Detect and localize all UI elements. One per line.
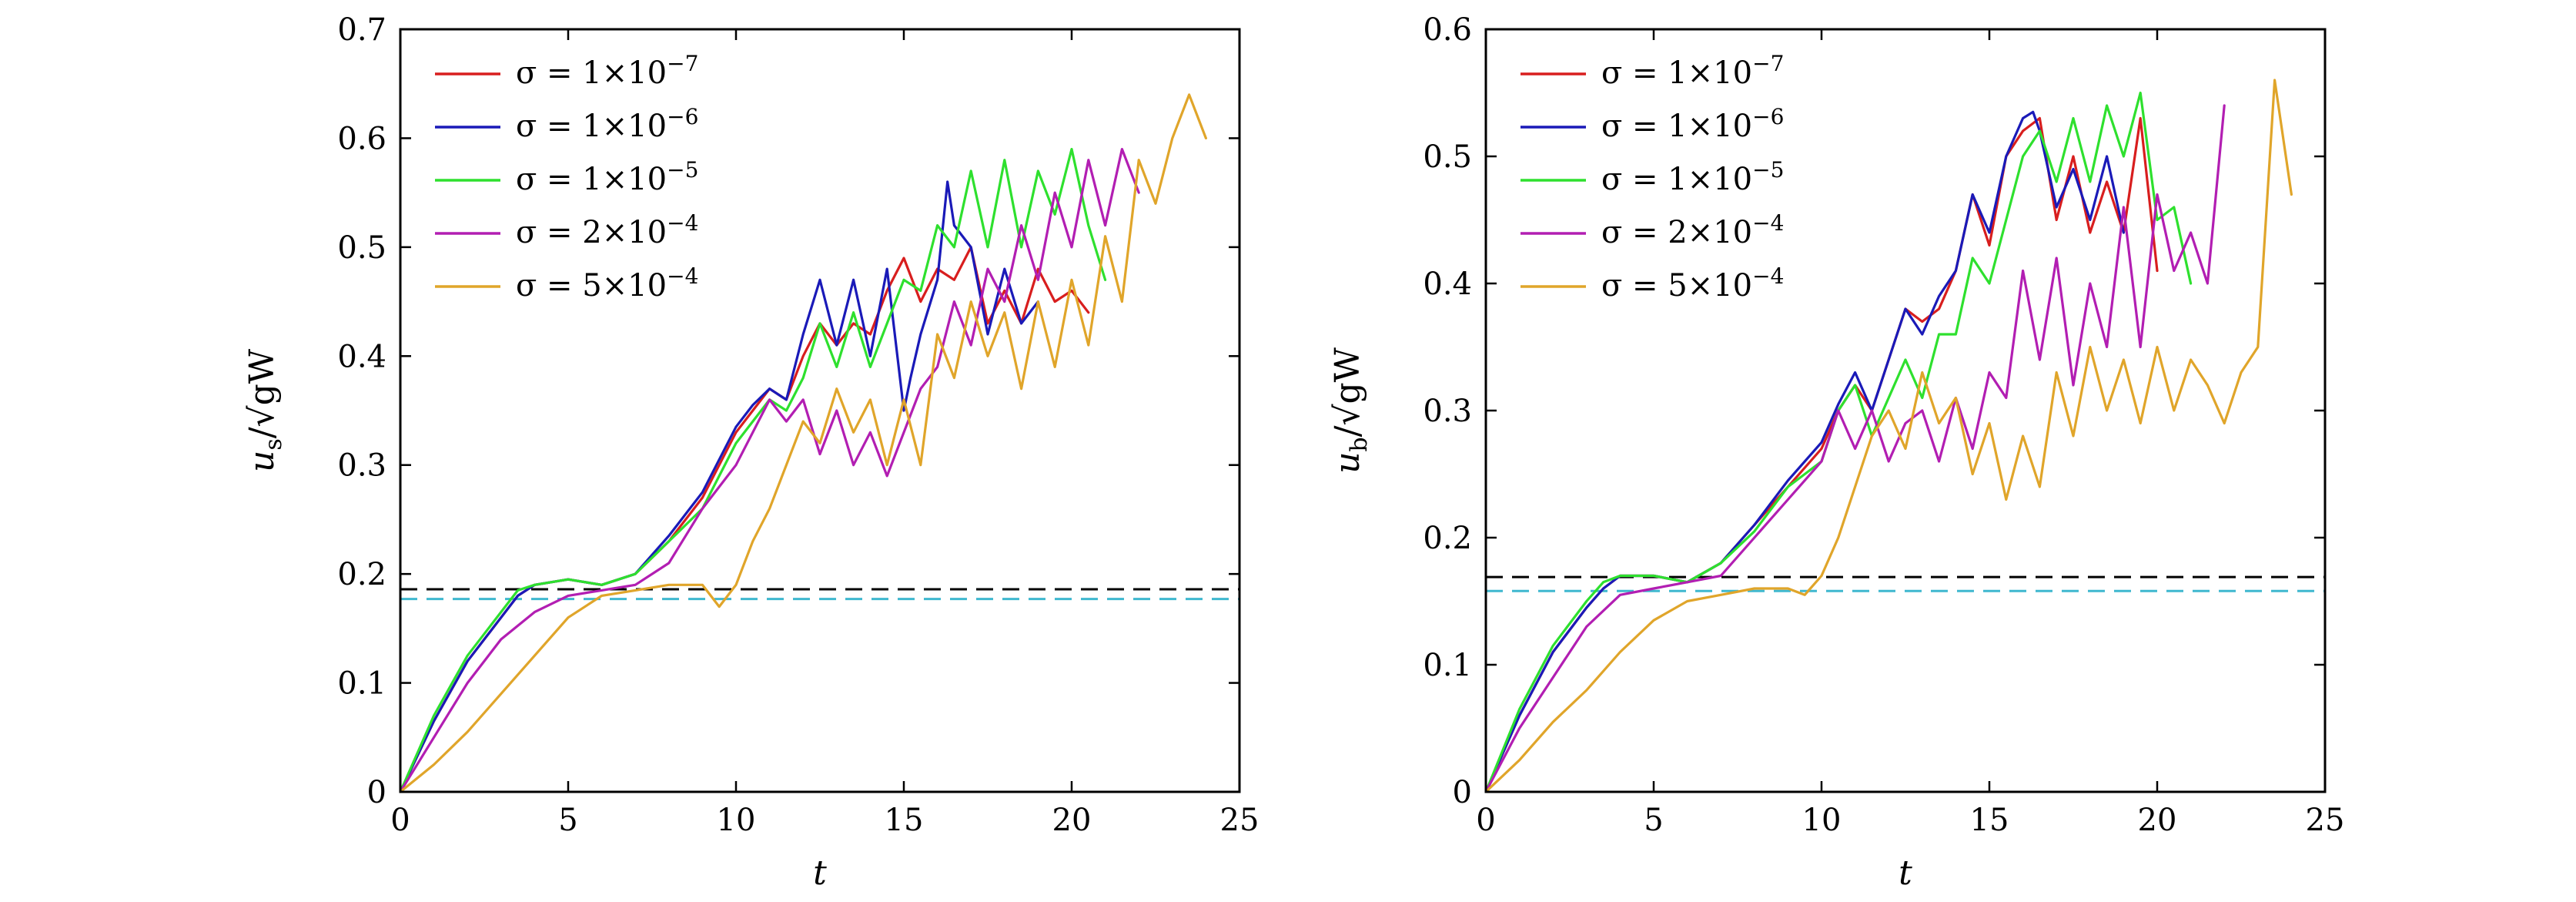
x-tick-label: 10: [717, 803, 756, 838]
series-line: [400, 148, 1140, 792]
right-panel: 0 5 10 15 20 25 0 0.1 0.2 0.3 0.4 0.5 0.6 t ub/√gW σ = …: [1328, 12, 2344, 893]
series-line: [400, 93, 1208, 792]
y-tick-label: 0: [367, 775, 386, 810]
y-tick-label: 0.2: [1423, 521, 1472, 556]
x-axis-title: t: [1899, 853, 1912, 893]
x-tick-label: 15: [1970, 803, 2009, 838]
legend-entry: σ = 5×10−4: [516, 263, 698, 303]
x-tick-label: 0: [390, 803, 410, 838]
legend-entry: σ = 2×10−4: [1601, 210, 1784, 250]
x-tick-label: 25: [2306, 803, 2345, 838]
y-tick-label: 0.2: [337, 557, 386, 592]
y-tick-label: 0.3: [1423, 394, 1472, 429]
x-tick-label: 5: [558, 803, 577, 838]
legend-entry: σ = 1×10−7: [1601, 51, 1784, 91]
x-tick-label: 0: [1476, 803, 1495, 838]
y-tick-label: 0.6: [337, 121, 386, 156]
series-line: [1486, 91, 2193, 792]
series-line: [400, 148, 1107, 792]
legend-entry: σ = 2×10−4: [516, 210, 698, 250]
series-line: [400, 246, 1090, 792]
y-axis-title: us/√gW: [243, 348, 287, 472]
series-line: [1486, 104, 2226, 792]
y-axis-title: ub/√gW: [1328, 347, 1373, 474]
legend-entry: σ = 1×10−6: [1601, 104, 1784, 144]
x-tick-label: 20: [1052, 803, 1092, 838]
y-tick-label: 0.4: [337, 339, 386, 374]
legend-entry: σ = 5×10−4: [1601, 263, 1784, 303]
y-tick-label: 0: [1453, 775, 1472, 810]
legend-entry: σ = 1×10−5: [1601, 157, 1784, 197]
y-tick-label: 0.7: [337, 12, 386, 48]
x-tick-label: 25: [1220, 803, 1260, 838]
legend-entry: σ = 1×10−7: [516, 51, 698, 91]
plot-frame: [399, 28, 1241, 793]
x-tick-label: 10: [1802, 803, 1842, 838]
x-tick-label: 5: [1644, 803, 1663, 838]
y-tick-label: 0.1: [337, 666, 386, 702]
y-tick-label: 0.3: [337, 448, 386, 484]
legend-entry: σ = 1×10−5: [516, 157, 698, 197]
y-tick-label: 0.4: [1423, 267, 1472, 302]
y-tick-label: 0.5: [337, 230, 386, 266]
y-tick-label: 0.5: [1423, 139, 1472, 175]
series-line: [1486, 79, 2293, 792]
x-tick-label: 15: [885, 803, 924, 838]
y-tick-label: 0.1: [1423, 648, 1472, 683]
x-axis-title: t: [813, 853, 827, 893]
legend-entry: σ = 1×10−6: [516, 104, 698, 144]
y-tick-label: 0.6: [1423, 12, 1472, 48]
left-panel: 0 5 10 15 20 25 0 0.1 0.2 0.3 0.4 0.5 0.6 0.7 t us/√gW σ…: [243, 12, 1259, 893]
x-tick-label: 20: [2138, 803, 2177, 838]
